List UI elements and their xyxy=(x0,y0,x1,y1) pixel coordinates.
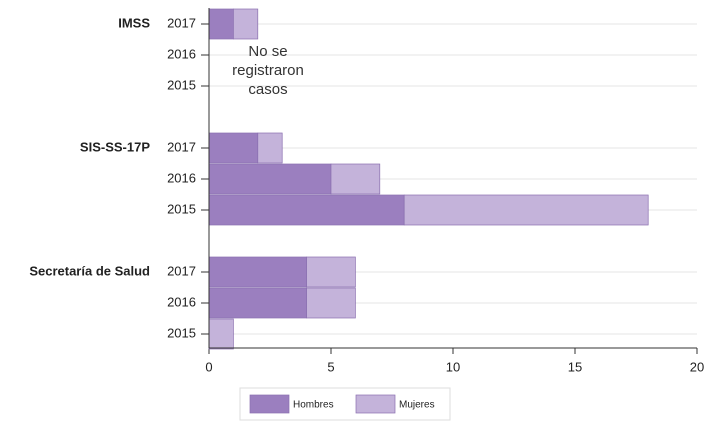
y-tick-label: 2016 xyxy=(167,294,196,309)
x-tick-label: 10 xyxy=(446,359,460,374)
legend-swatch xyxy=(249,394,290,414)
bar xyxy=(257,132,283,164)
legend-swatch xyxy=(355,394,396,414)
y-tick-label: 2017 xyxy=(167,263,196,278)
annotation: registraron xyxy=(232,62,304,79)
y-tick-label: 2016 xyxy=(167,170,196,185)
bar xyxy=(208,256,307,288)
x-tick-label: 0 xyxy=(205,359,212,374)
y-tick-label: 2017 xyxy=(167,15,196,30)
bar xyxy=(208,163,332,195)
y-tick-label: 2015 xyxy=(167,201,196,216)
group-label: SIS-SS-17P xyxy=(80,139,150,154)
legend-label: Mujeres xyxy=(399,400,435,411)
bar xyxy=(330,163,381,195)
bar xyxy=(208,287,307,319)
bar xyxy=(208,318,234,350)
x-tick-label: 15 xyxy=(568,359,582,374)
legend-label: Hombres xyxy=(293,400,334,411)
x-tick-label: 20 xyxy=(690,359,704,374)
legend-frame xyxy=(239,387,451,421)
group-label: Secretaría de Salud xyxy=(29,263,150,278)
x-tick-label: 5 xyxy=(327,359,334,374)
bar xyxy=(208,8,234,40)
y-tick-label: 2015 xyxy=(167,325,196,340)
bar xyxy=(306,287,356,319)
annotation: casos xyxy=(248,81,287,98)
y-tick-label: 2015 xyxy=(167,77,196,92)
bar xyxy=(306,256,356,288)
bar xyxy=(208,194,405,226)
bar xyxy=(208,132,259,164)
annotation: No se xyxy=(248,43,287,60)
y-tick-label: 2017 xyxy=(167,139,196,154)
bar xyxy=(233,8,259,40)
bar xyxy=(403,194,649,226)
y-tick-label: 2016 xyxy=(167,46,196,61)
group-label: IMSS xyxy=(118,15,150,30)
